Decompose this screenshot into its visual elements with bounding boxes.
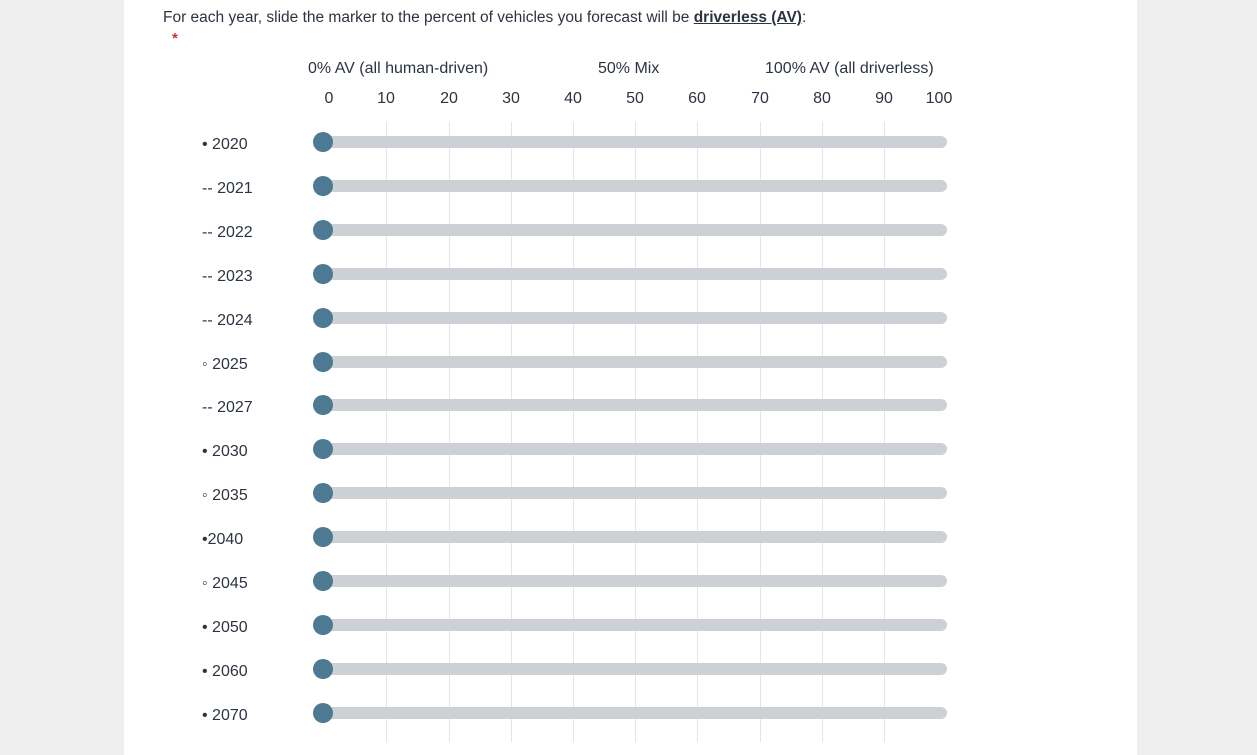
slider-handle[interactable] — [313, 483, 333, 503]
gridline — [884, 122, 885, 742]
question-suffix: : — [801, 9, 807, 26]
row-label: ◦ 2035 — [202, 487, 248, 504]
slider-track[interactable] — [318, 575, 947, 587]
slider-handle[interactable] — [313, 395, 333, 415]
slider-track[interactable] — [318, 399, 947, 411]
slider-handle[interactable] — [313, 571, 333, 591]
gridline — [822, 122, 823, 742]
tick-label: 40 — [564, 90, 582, 107]
slider-handle[interactable] — [313, 527, 333, 547]
row-label: • 2050 — [202, 619, 248, 636]
slider-handle[interactable] — [313, 615, 333, 635]
slider-track[interactable] — [318, 136, 947, 148]
slider-track[interactable] — [318, 268, 947, 280]
tick-label: 90 — [875, 90, 893, 107]
row-label: -- 2021 — [202, 180, 253, 197]
row-label: ◦ 2025 — [202, 356, 248, 373]
tick-label: 10 — [377, 90, 395, 107]
row-label: • 2060 — [202, 663, 248, 680]
gridline — [635, 122, 636, 742]
tick-label: 60 — [688, 90, 706, 107]
row-label: • 2070 — [202, 707, 248, 724]
slider-handle[interactable] — [313, 703, 333, 723]
row-label: -- 2023 — [202, 268, 253, 285]
question-text: For each year, slide the marker to the p… — [163, 9, 806, 27]
row-label: -- 2027 — [202, 399, 253, 416]
row-label: • 2030 — [202, 443, 248, 460]
row-label: • 2020 — [202, 136, 248, 153]
row-label: -- 2024 — [202, 312, 253, 329]
tick-label: 100 — [925, 90, 953, 107]
tick-label: 70 — [751, 90, 769, 107]
survey-panel — [124, 0, 1137, 755]
anchor-label-mid: 50% Mix — [598, 60, 660, 77]
slider-track[interactable] — [318, 180, 947, 192]
slider-handle[interactable] — [313, 352, 333, 372]
slider-track[interactable] — [318, 443, 947, 455]
slider-handle[interactable] — [313, 659, 333, 679]
slider-track[interactable] — [318, 356, 947, 368]
gridline — [386, 122, 387, 742]
required-marker: * — [172, 30, 178, 47]
tick-label: 30 — [502, 90, 520, 107]
gridline — [697, 122, 698, 742]
slider-track[interactable] — [318, 663, 947, 675]
slider-track[interactable] — [318, 707, 947, 719]
tick-label: 80 — [813, 90, 831, 107]
slider-handle[interactable] — [313, 439, 333, 459]
gridline — [511, 122, 512, 742]
slider-handle[interactable] — [313, 264, 333, 284]
question-emphasis: driverless (AV) — [693, 9, 802, 26]
anchor-label-high: 100% AV (all driverless) — [765, 60, 934, 77]
row-label: ◦ 2045 — [202, 575, 248, 592]
slider-handle[interactable] — [313, 132, 333, 152]
row-label: -- 2022 — [202, 224, 253, 241]
slider-track[interactable] — [318, 487, 947, 499]
gridline — [449, 122, 450, 742]
gridline — [573, 122, 574, 742]
question-prefix: For each year, slide the marker to the p… — [163, 9, 694, 26]
slider-track[interactable] — [318, 224, 947, 236]
row-label: •2040 — [202, 531, 244, 548]
slider-handle[interactable] — [313, 176, 333, 196]
slider-track[interactable] — [318, 619, 947, 631]
tick-label: 0 — [324, 90, 334, 107]
slider-handle[interactable] — [313, 220, 333, 240]
anchor-label-low: 0% AV (all human-driven) — [308, 60, 489, 77]
slider-track[interactable] — [318, 531, 947, 543]
tick-label: 50 — [626, 90, 644, 107]
slider-handle[interactable] — [313, 308, 333, 328]
gridline — [760, 122, 761, 742]
tick-label: 20 — [440, 90, 458, 107]
slider-track[interactable] — [318, 312, 947, 324]
